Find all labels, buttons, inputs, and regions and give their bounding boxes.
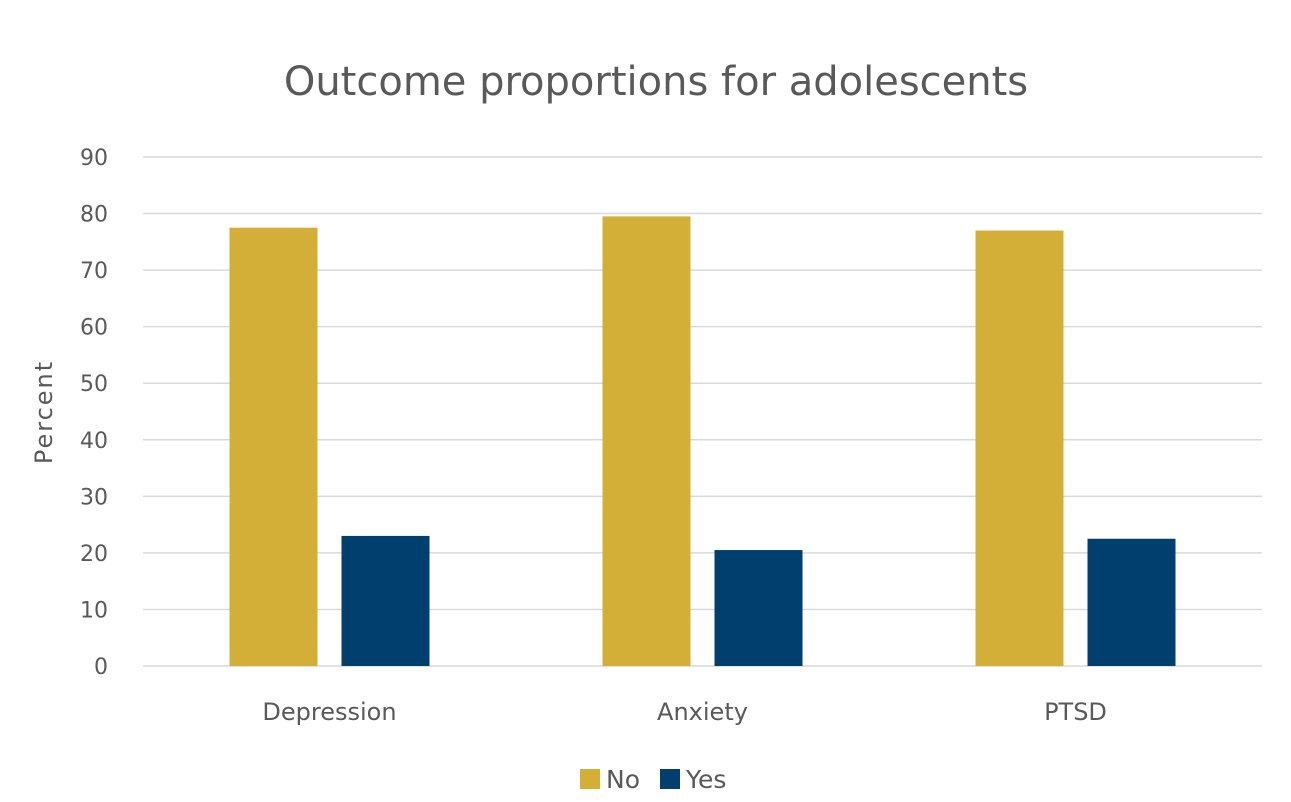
bar-yes-ptsd	[1087, 538, 1176, 666]
y-tick-label: 20	[80, 542, 108, 567]
x-category-label: Depression	[262, 698, 396, 726]
legend-swatch-yes	[660, 769, 680, 789]
y-tick-label: 40	[80, 429, 108, 454]
y-tick-label: 80	[80, 203, 108, 228]
chart-title: Outcome proportions for adolescents	[284, 59, 1028, 105]
legend-label-yes: Yes	[685, 765, 726, 794]
x-category-label: PTSD	[1044, 698, 1107, 726]
y-tick-label: 10	[80, 598, 108, 623]
x-category-label: Anxiety	[657, 698, 748, 726]
bar-yes-depression	[341, 535, 430, 666]
legend: No Yes	[580, 765, 726, 794]
y-axis-ticks: 0 10 20 30 40 50 60 70 80 90	[80, 146, 108, 680]
bars	[229, 216, 1176, 666]
y-tick-label: 30	[80, 485, 108, 510]
gridlines	[143, 156, 1262, 667]
x-axis-categories: Depression Anxiety PTSD	[262, 698, 1107, 726]
y-tick-label: 60	[80, 316, 108, 341]
y-tick-label: 90	[80, 146, 108, 171]
bar-yes-anxiety	[714, 550, 803, 666]
bar-no-ptsd	[975, 230, 1064, 666]
y-axis-label: Percent	[30, 360, 58, 464]
y-tick-label: 70	[80, 259, 108, 284]
bar-no-anxiety	[602, 216, 691, 666]
y-tick-label: 50	[80, 372, 108, 397]
legend-label-no: No	[606, 765, 640, 794]
bar-no-depression	[229, 227, 318, 666]
legend-swatch-no	[580, 769, 600, 789]
y-tick-label: 0	[94, 655, 108, 680]
